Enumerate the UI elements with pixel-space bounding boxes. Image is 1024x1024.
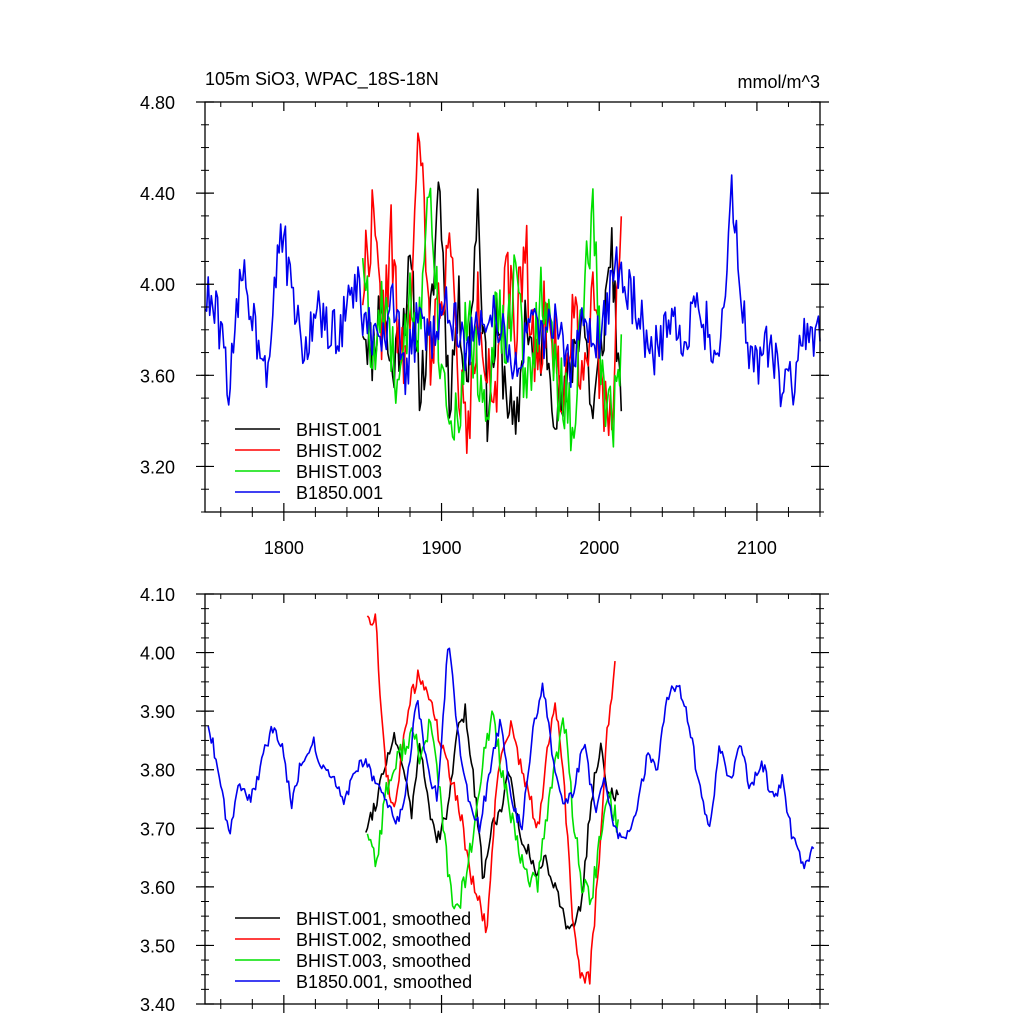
bottom-y-tick-label: 4.10: [140, 585, 175, 605]
top-legend-label-2: BHIST.003: [296, 462, 382, 482]
bottom-legend-label-0: BHIST.001, smoothed: [296, 909, 471, 929]
bottom-series-lines: [207, 613, 815, 985]
top-x-tick-label: 1900: [422, 538, 462, 558]
top-y-tick-label: 4.80: [140, 93, 175, 113]
top-series-line-3: [204, 174, 821, 408]
top-y-tick-label: 3.60: [140, 366, 175, 386]
top-x-tick-label: 2000: [579, 538, 619, 558]
bottom-legend-label-3: B1850.001, smoothed: [296, 972, 472, 992]
bottom-ticks: 3.40 3.50 3.60 3.70 3.80 3.90 4.00 4.10: [140, 585, 829, 1015]
bottom-y-tick-label: 4.00: [140, 644, 175, 664]
bottom-series-line-3: [207, 647, 815, 870]
top-y-tick-label: 3.20: [140, 457, 175, 477]
bottom-legend-label-1: BHIST.002, smoothed: [296, 930, 471, 950]
top-title-left: 105m SiO3, WPAC_18S-18N: [205, 69, 439, 90]
top-y-tick-label: 4.40: [140, 184, 175, 204]
top-series-line-1: [361, 132, 623, 455]
top-title-right: mmol/m^3: [738, 72, 820, 92]
bottom-y-tick-label: 3.60: [140, 878, 175, 898]
top-x-tick-label: 1800: [264, 538, 304, 558]
bottom-series-line-1: [366, 613, 616, 985]
bottom-series-line-0: [365, 703, 619, 930]
bottom-legend-label-2: BHIST.003, smoothed: [296, 951, 471, 971]
bottom-y-tick-label: 3.50: [140, 936, 175, 956]
top-series-lines: [204, 132, 821, 455]
top-legend-label-0: BHIST.001: [296, 420, 382, 440]
top-x-tick-label: 2100: [737, 538, 777, 558]
top-panel: 1800 1900 2000 2100 3.20 3.60 4.00 4.40 4.80 105…: [140, 69, 829, 558]
bottom-y-tick-label: 3.80: [140, 761, 175, 781]
bottom-y-tick-label: 3.40: [140, 995, 175, 1015]
top-legend-label-3: B1850.001: [296, 483, 383, 503]
top-ticks: 1800 1900 2000 2100 3.20 3.60 4.00 4.40 4.80: [140, 93, 829, 558]
bottom-y-tick-label: 3.70: [140, 819, 175, 839]
bottom-y-tick-label: 3.90: [140, 702, 175, 722]
top-y-tick-label: 4.00: [140, 275, 175, 295]
bottom-panel: 3.40 3.50 3.60 3.70 3.80 3.90 4.00 4.10 BHIST.0…: [140, 585, 829, 1015]
top-series-line-2: [361, 187, 623, 452]
top-legend-label-1: BHIST.002: [296, 441, 382, 461]
bottom-series-line-2: [366, 710, 619, 910]
